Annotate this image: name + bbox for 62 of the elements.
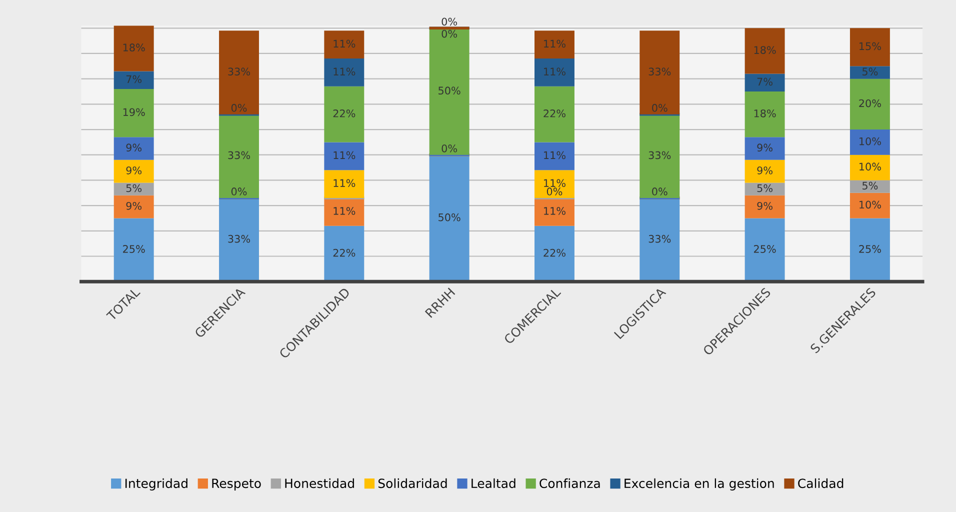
data-label: 33% — [648, 151, 671, 160]
data-label: 22% — [544, 109, 566, 118]
data-label: 50% — [438, 86, 460, 95]
data-label: 0% — [652, 104, 668, 112]
data-label: 0% — [231, 104, 247, 112]
legend-label: Calidad — [798, 478, 844, 488]
data-label: 0% — [231, 188, 247, 196]
data-label: 33% — [648, 68, 671, 76]
data-label: 18% — [123, 44, 145, 52]
data-label: 18% — [754, 46, 776, 54]
data-label: 19% — [123, 108, 145, 116]
data-label: 11% — [334, 68, 356, 76]
legend-label: Lealtad — [472, 478, 516, 488]
data-label: 5% — [862, 182, 878, 190]
data-label: 11% — [334, 179, 356, 188]
data-label: 11% — [544, 68, 566, 76]
data-label: 18% — [754, 109, 776, 118]
data-label: 10% — [860, 137, 881, 146]
data-label: 33% — [648, 234, 671, 243]
data-label: 22% — [544, 248, 566, 257]
data-label: 9% — [126, 202, 142, 210]
legend-label: Respeto — [212, 478, 261, 491]
data-label: 0% — [442, 144, 458, 152]
data-label: 25% — [123, 245, 145, 253]
data-label: 11% — [544, 179, 566, 188]
legend-label: Integridad — [125, 478, 188, 491]
data-label: 25% — [754, 245, 776, 253]
data-label: 5% — [862, 68, 878, 76]
data-label: 7% — [126, 75, 142, 84]
data-label: 9% — [757, 202, 772, 210]
data-label: 22% — [333, 109, 356, 118]
data-label: 9% — [757, 166, 772, 174]
data-label: 33% — [228, 151, 250, 160]
data-label: 0% — [546, 188, 562, 196]
legend-label: Confianza — [540, 478, 600, 488]
data-label: 50% — [438, 213, 460, 222]
data-label: 0% — [442, 30, 458, 38]
data-label: 11% — [544, 151, 566, 160]
data-label: 22% — [333, 248, 356, 257]
data-label: 9% — [757, 144, 772, 152]
data-label: 5% — [126, 184, 142, 192]
legend-label: Solidaridad — [378, 478, 447, 488]
data-label: 33% — [228, 68, 250, 76]
data-label: 9% — [126, 144, 142, 152]
data-label: 11% — [334, 40, 356, 48]
legend-label: Honestidad — [285, 478, 354, 488]
data-label: 5% — [757, 184, 772, 192]
data-label: 10% — [860, 200, 881, 209]
data-label: 20% — [859, 99, 881, 108]
data-label: 33% — [228, 234, 250, 243]
data-label: 15% — [860, 42, 881, 50]
data-label: 0% — [442, 18, 458, 26]
data-label: 25% — [859, 245, 881, 253]
data-label: 9% — [126, 166, 142, 174]
data-label: 7% — [757, 78, 772, 86]
data-label: 10% — [860, 162, 881, 171]
data-label: 11% — [544, 207, 566, 215]
legend-label: Excelencia en la gestion — [624, 478, 774, 491]
data-label: 11% — [544, 40, 566, 48]
data-label: 11% — [334, 151, 356, 160]
data-label: 0% — [652, 188, 668, 196]
data-label: 11% — [334, 207, 356, 215]
